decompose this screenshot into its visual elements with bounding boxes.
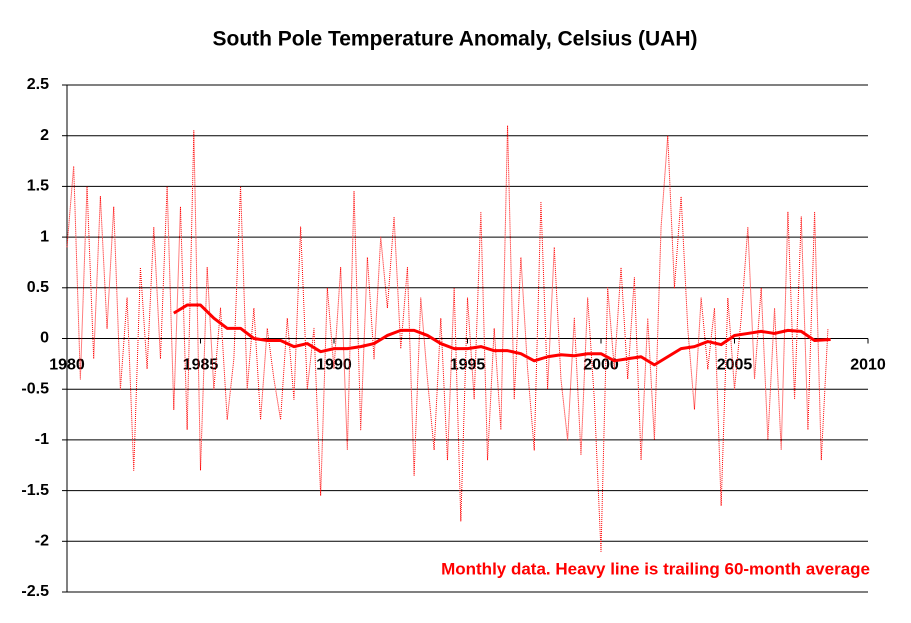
- x-tick-label: 1990: [316, 357, 352, 374]
- y-tick-label: 2.5: [27, 76, 49, 93]
- y-tick-label: 1: [40, 228, 49, 245]
- y-tick-label: -0.5: [21, 380, 49, 397]
- x-tick-label: 1995: [450, 357, 486, 374]
- x-tick-label: 2005: [717, 357, 753, 374]
- y-tick-label: -2: [35, 533, 49, 550]
- y-tick-label: -1.5: [21, 482, 49, 499]
- series-line: [173, 303, 831, 367]
- chart-title: South Pole Temperature Anomaly, Celsius …: [212, 28, 697, 51]
- annotation: Monthly data. Heavy line is trailing 60-…: [441, 559, 870, 578]
- series-line: [66, 125, 829, 552]
- x-tick-label: 2010: [850, 357, 886, 374]
- y-tick-label: -2.5: [21, 583, 49, 600]
- y-tick-label: 0.5: [27, 279, 49, 296]
- x-tick-label: 1985: [183, 357, 219, 374]
- x-tick-label: 1980: [49, 357, 85, 374]
- y-tick-label: 1.5: [27, 178, 49, 195]
- y-tick-label: 0: [40, 330, 49, 347]
- y-tick-label: 2: [40, 127, 49, 144]
- y-tick-label: -1: [35, 431, 49, 448]
